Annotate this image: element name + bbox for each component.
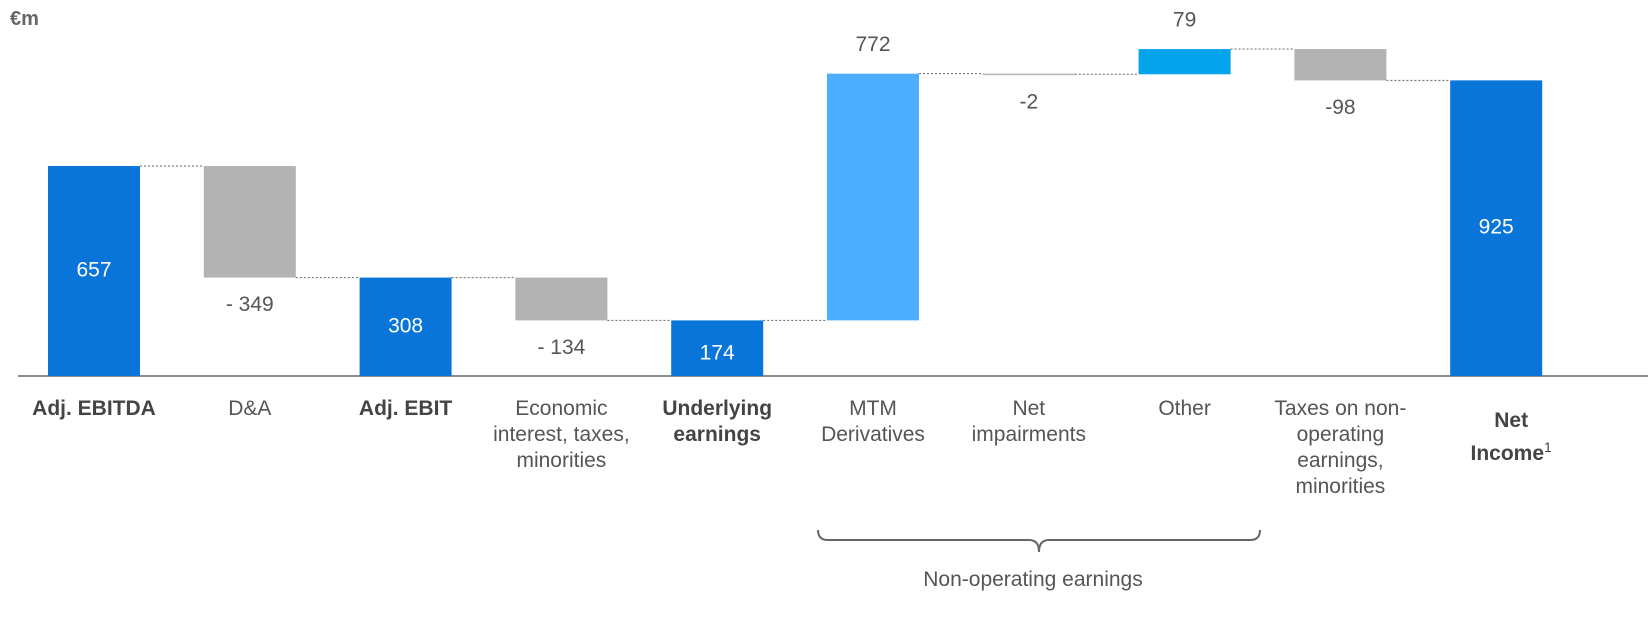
unit-label: €m bbox=[10, 8, 39, 30]
bar bbox=[827, 73, 919, 321]
category-text: Net Income bbox=[1470, 409, 1545, 465]
category-text: Adj. EBIT bbox=[358, 397, 453, 420]
category-label: Other bbox=[1110, 396, 1260, 422]
category-label: Net impairments bbox=[954, 396, 1104, 448]
category-text: MTM Derivatives bbox=[821, 397, 925, 446]
footnote-mark: 1 bbox=[1544, 439, 1552, 455]
category-text: Underlying earnings bbox=[662, 397, 773, 446]
value-label: 772 bbox=[855, 33, 890, 56]
value-label: 657 bbox=[76, 259, 111, 282]
category-label: Economic interest, taxes, minorities bbox=[486, 396, 636, 474]
value-label: 79 bbox=[1173, 9, 1196, 32]
category-label: Adj. EBIT bbox=[331, 396, 481, 422]
bar bbox=[671, 320, 764, 376]
category-label: Net Income1 bbox=[1451, 408, 1571, 467]
value-label: 174 bbox=[700, 342, 735, 365]
group-bracket bbox=[817, 529, 1261, 553]
value-label: - 134 bbox=[537, 336, 585, 359]
value-label: - 349 bbox=[226, 293, 274, 316]
bar bbox=[515, 277, 608, 321]
value-label: 925 bbox=[1479, 216, 1514, 239]
category-label: MTM Derivatives bbox=[798, 396, 948, 448]
bar bbox=[48, 166, 140, 376]
category-label: Adj. EBITDA bbox=[19, 396, 169, 422]
category-text: D&A bbox=[228, 397, 272, 420]
category-label: Underlying earnings bbox=[642, 396, 792, 448]
category-text: Net impairments bbox=[971, 397, 1086, 446]
bar bbox=[203, 166, 296, 278]
category-text: Taxes on non-operating earnings, minorit… bbox=[1274, 397, 1407, 498]
bar bbox=[359, 277, 452, 376]
bar bbox=[982, 73, 1075, 76]
value-label: -2 bbox=[1019, 91, 1038, 114]
value-label: -98 bbox=[1325, 96, 1355, 119]
category-text: Adj. EBITDA bbox=[32, 397, 156, 420]
category-text: Economic interest, taxes, minorities bbox=[493, 397, 630, 472]
bar bbox=[1138, 49, 1231, 75]
bar bbox=[1450, 80, 1543, 377]
category-label: Taxes on non-operating earnings, minorit… bbox=[1265, 396, 1415, 500]
value-label: 308 bbox=[388, 314, 423, 337]
category-label: D&A bbox=[175, 396, 325, 422]
category-text: Other bbox=[1158, 397, 1211, 420]
group-label: Non-operating earnings bbox=[923, 568, 1143, 591]
bar bbox=[1294, 49, 1387, 81]
